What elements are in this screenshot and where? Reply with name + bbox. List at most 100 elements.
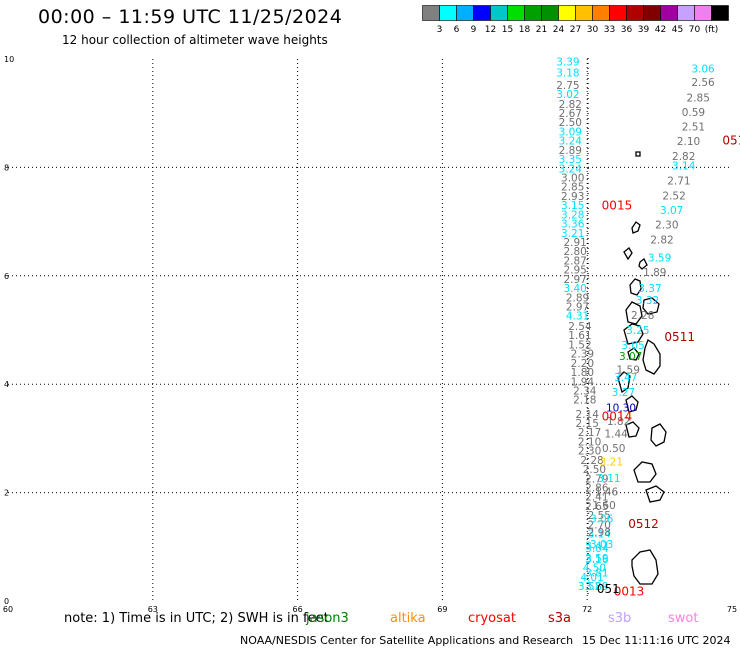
swh-value-label: 3.35 xyxy=(559,154,582,166)
footer-note: note: 1) Time is in UTC; 2) SWH is in fe… xyxy=(64,611,329,626)
island-outline xyxy=(627,347,640,361)
island-outline xyxy=(633,461,657,483)
swh-value-label: 2.54 xyxy=(568,321,592,333)
swh-value-label: 2.34 xyxy=(573,385,597,397)
island-outline xyxy=(638,258,648,270)
swh-value-label: 1.82 xyxy=(607,416,630,428)
swh-value-label: 2.65 xyxy=(585,501,608,513)
swh-value-label: 2.85 xyxy=(561,182,584,194)
swh-value-label: 2.82 xyxy=(650,234,673,246)
island-outline xyxy=(623,247,633,261)
swh-value-label: 3.40 xyxy=(563,283,586,295)
swh-value-label: 3.32 xyxy=(636,295,659,307)
chart-subtitle: 12 hour collection of altimeter wave hei… xyxy=(62,33,328,47)
swh-value-label: 2.30 xyxy=(578,446,601,458)
colorbar-tick-label: 36 xyxy=(621,25,633,35)
swh-value-label: 2.67 xyxy=(559,108,582,120)
island-outline xyxy=(631,221,641,234)
swh-value-label: 3.21 xyxy=(600,457,623,469)
x-tick-label: 75 xyxy=(727,605,737,614)
colorbar-tick-label: 21 xyxy=(536,25,547,35)
swh-value-label: 1.61 xyxy=(568,330,591,342)
pass-time-label: 0015 xyxy=(602,199,633,213)
swh-value-label: 3.21 xyxy=(561,228,584,240)
swh-value-label: 2.10 xyxy=(578,436,601,448)
color-scale-legend: 3 6 9 12 15 18 21 24 27 30 33 36 39 42 45 70 (ft) xyxy=(422,5,729,35)
swh-value-label: 2.82 xyxy=(559,99,582,111)
swh-value-label: 3.07 xyxy=(619,351,642,363)
colorbar-tick-label: 70 xyxy=(689,25,701,35)
swh-value-label: 2.70 xyxy=(588,519,611,531)
swh-value-label: 3.25 xyxy=(626,325,649,337)
swh-value-label: 2.10 xyxy=(677,136,700,148)
mission-jason3-label: jason3 xyxy=(306,611,349,626)
swh-value-label: 4.31 xyxy=(566,311,589,323)
x-tick-label: 63 xyxy=(148,605,158,614)
swh-value-label: 1.89 xyxy=(643,267,666,279)
swh-value-label: 3.06 xyxy=(590,513,614,525)
y-tick-label: 2 xyxy=(4,489,9,498)
colorbar-tick-label: 12 xyxy=(485,25,496,35)
swh-value-label: 3.47 xyxy=(585,541,608,553)
island-outline xyxy=(645,485,665,503)
swh-value-label: 2.89 xyxy=(559,145,582,157)
colorbar-swatch xyxy=(711,5,729,21)
swh-value-label: 4.50 xyxy=(583,563,606,575)
swh-value-label: 3.14 xyxy=(672,161,696,173)
swh-value-label: 2.97 xyxy=(566,301,589,313)
swh-value-label: 2.51 xyxy=(682,122,705,134)
colorbar-tick-label: 39 xyxy=(638,25,650,35)
swh-value-label: 1.94 xyxy=(571,376,595,388)
swh-value-label: 1.52 xyxy=(568,339,591,351)
pass-time-label: 0510 xyxy=(722,134,740,148)
mission-cryosat-label: cryosat xyxy=(468,611,516,626)
colorbar-tick-label: 15 xyxy=(502,25,513,35)
swh-value-label: 2.80 xyxy=(563,246,586,258)
swh-value-label: 3.03 xyxy=(590,539,613,551)
swh-value-label: 2.50 xyxy=(559,117,582,129)
footer-timestamp: 15 Dec 11:11:16 UTC 2024 xyxy=(582,634,731,647)
swh-value-label: 2.79 xyxy=(585,473,608,485)
island-outline xyxy=(625,421,640,438)
island-outline xyxy=(625,395,639,413)
y-tick-label: 8 xyxy=(4,163,9,172)
island-outline xyxy=(635,151,641,157)
swh-value-label: 2.39 xyxy=(571,349,594,361)
swh-value-label: 2.56 xyxy=(691,77,715,89)
mission-swot-label: swot xyxy=(668,611,699,626)
swh-value-label: 0.59 xyxy=(682,107,705,119)
swh-value-label: 3.52 xyxy=(578,581,601,593)
swh-value-label: 1.46 xyxy=(595,486,619,498)
swh-value-label: 2.75 xyxy=(556,80,579,92)
colorbar-tick-label: 33 xyxy=(604,25,615,35)
swh-value-label: 3.15 xyxy=(561,200,584,212)
colorbar-tick-label: 27 xyxy=(570,25,581,35)
y-tick-label: 4 xyxy=(4,380,9,389)
colorbar-tick-label: (ft) xyxy=(705,25,719,35)
colorbar-tick-label: 24 xyxy=(553,25,565,35)
island-outline xyxy=(629,278,642,296)
pass-time-label: 0013 xyxy=(614,585,645,599)
swh-value-label: 3.27 xyxy=(612,387,635,399)
pass-time-label: 0512 xyxy=(628,517,659,531)
swh-value-label: 0.50 xyxy=(602,443,625,455)
swh-value-label: 3.81 xyxy=(585,568,608,580)
swh-value-label: 3.59 xyxy=(648,253,671,265)
swh-value-label: 2.82 xyxy=(672,151,695,163)
y-tick-label: 0 xyxy=(4,597,9,606)
chart-title: 00:00 – 11:59 UTC 11/25/2024 xyxy=(38,6,343,28)
swh-value-label: 3.00 xyxy=(561,172,584,184)
footer-credit: NOAA/NESDIS Center for Satellite Applica… xyxy=(240,634,574,647)
y-tick-label: 10 xyxy=(4,55,14,64)
swh-value-label: 3.02 xyxy=(556,89,579,101)
colorbar-tick-label: 18 xyxy=(519,25,531,35)
swh-value-label: 2.41 xyxy=(585,492,608,504)
swh-value-label: 2.97 xyxy=(563,274,586,286)
mission-s3a-label: s3a xyxy=(548,611,572,626)
island-outlines xyxy=(587,58,667,598)
swh-value-label: 3.11 xyxy=(597,473,620,485)
island-outline xyxy=(625,301,643,325)
island-outline xyxy=(617,371,631,394)
swh-value-label: 2.86 xyxy=(585,483,609,495)
